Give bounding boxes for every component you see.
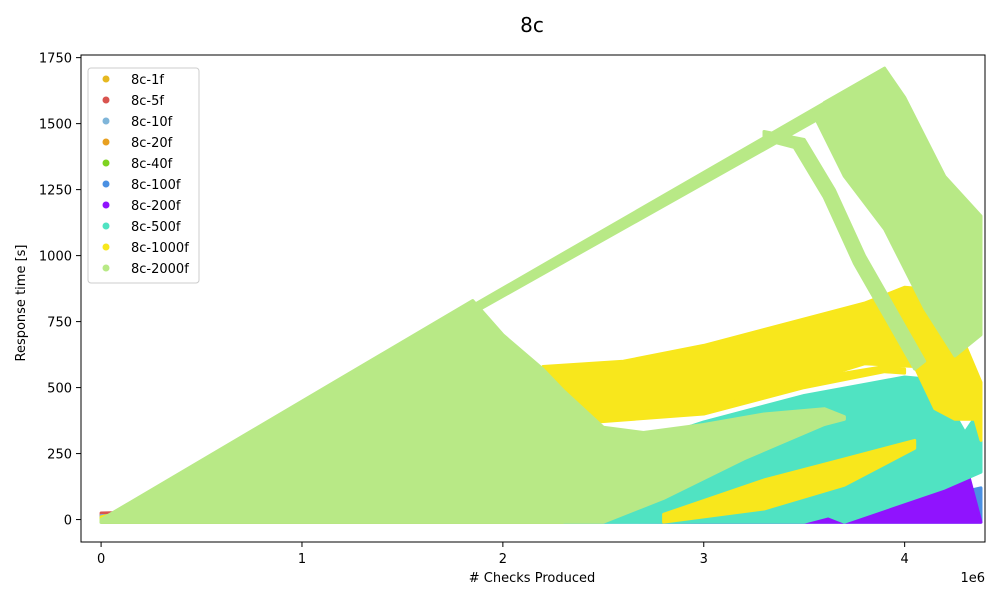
legend-marker-8c-1f [102, 75, 110, 83]
x-tick-label: 3 [700, 552, 708, 567]
legend-marker-8c-20f [102, 138, 110, 146]
series-band-8c-2000f-2 [812, 66, 983, 358]
chart-title: 8c [520, 13, 544, 37]
legend-label-8c-200f: 8c-200f [131, 199, 181, 214]
legend-label-8c-1000f: 8c-1000f [131, 241, 189, 256]
x-axis-label: # Checks Produced [469, 571, 595, 586]
series-band-8c-1000f-2 [662, 438, 917, 524]
x-tick-label: 2 [499, 552, 507, 567]
legend-marker-8c-2000f [102, 264, 110, 272]
series-band-8c-2000f-0 [99, 299, 846, 524]
x-tick-label: 0 [97, 552, 105, 567]
legend-marker-8c-500f [102, 222, 110, 230]
y-tick-label: 500 [47, 382, 72, 397]
legend-box [87, 67, 200, 284]
legend-marker-8c-1000f [102, 243, 110, 251]
axes: 0 1 2 3 4 0 250 500 750 1000 1250 1500 1750 [39, 52, 986, 567]
y-tick-label: 1250 [39, 184, 72, 199]
legend-label-8c-5f: 8c-5f [131, 94, 164, 109]
legend-label-8c-10f: 8c-10f [131, 115, 173, 130]
series-band-8c-1000f-1 [561, 365, 907, 426]
legend-label-8c-500f: 8c-500f [131, 220, 181, 235]
x-axis-scale-label: 1e6 [960, 571, 985, 586]
legend-label-8c-1f: 8c-1f [131, 73, 164, 88]
plot-area [99, 66, 983, 524]
legend: 8c-1f 8c-5f 8c-10f 8c-20f 8c-40f 8c-100f 8c-20… [87, 67, 200, 284]
legend-label-8c-100f: 8c-100f [131, 178, 181, 193]
y-tick-label: 750 [47, 316, 72, 331]
y-tick-label: 1000 [39, 250, 72, 265]
x-tick-label: 4 [901, 552, 909, 567]
y-tick-label: 1750 [39, 52, 72, 67]
series-band-8c-2000f-3 [762, 130, 927, 371]
legend-marker-8c-10f [102, 117, 110, 125]
x-tick-label: 1 [298, 552, 306, 567]
legend-marker-8c-100f [102, 180, 110, 188]
legend-label-8c-2000f: 8c-2000f [131, 262, 189, 277]
plot-frame [80, 54, 986, 543]
legend-marker-8c-40f [102, 159, 110, 167]
legend-label-8c-20f: 8c-20f [131, 136, 173, 151]
y-tick-label: 250 [47, 448, 72, 463]
legend-marker-8c-200f [102, 201, 110, 209]
legend-marker-8c-5f [102, 96, 110, 104]
legend-label-8c-40f: 8c-40f [131, 157, 173, 172]
y-tick-label: 1500 [39, 118, 72, 133]
y-tick-label: 0 [64, 514, 72, 529]
y-axis-label: Response time [s] [14, 245, 29, 362]
